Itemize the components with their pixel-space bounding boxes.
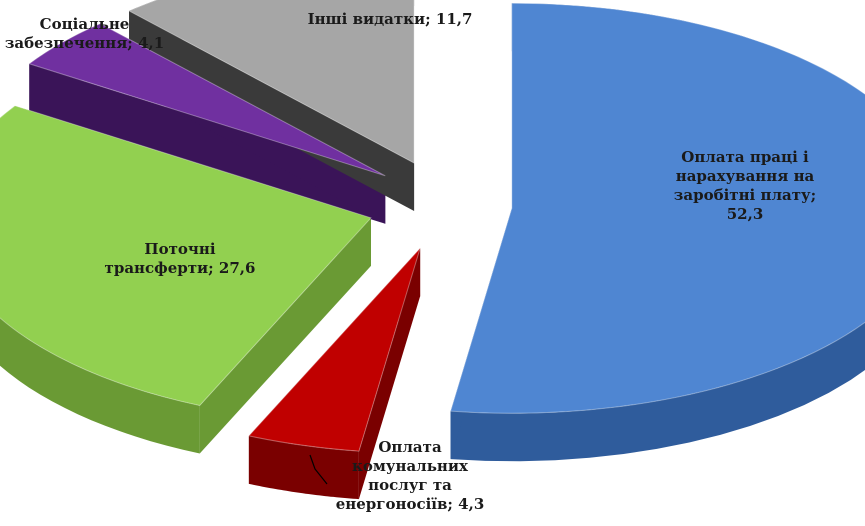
slice-label-social: Соціальне забезпечення; 4,1 (4, 15, 165, 52)
slice-other (127, 0, 415, 164)
slice-utilities (247, 247, 421, 452)
slice-social (28, 23, 386, 177)
slice-transfers (0, 105, 372, 406)
slice-label-utilities: Оплата комунальних послуг та енергоносії… (335, 438, 485, 513)
slice-label-other: Інші видатки; 11,7 (307, 10, 473, 28)
slice-salary (449, 2, 865, 414)
slice-label-transfers: Поточні трансферти; 27,6 (104, 240, 256, 277)
slice-wall-social-0 (29, 63, 386, 224)
slice-side-salary (450, 3, 865, 462)
leader-line-utilities (309, 454, 328, 485)
slice-side-transfers (0, 105, 200, 454)
slice-label-salary: Оплата праці і нарахування на заробітні … (673, 148, 817, 223)
slice-wall-transfers-0 (199, 217, 371, 454)
